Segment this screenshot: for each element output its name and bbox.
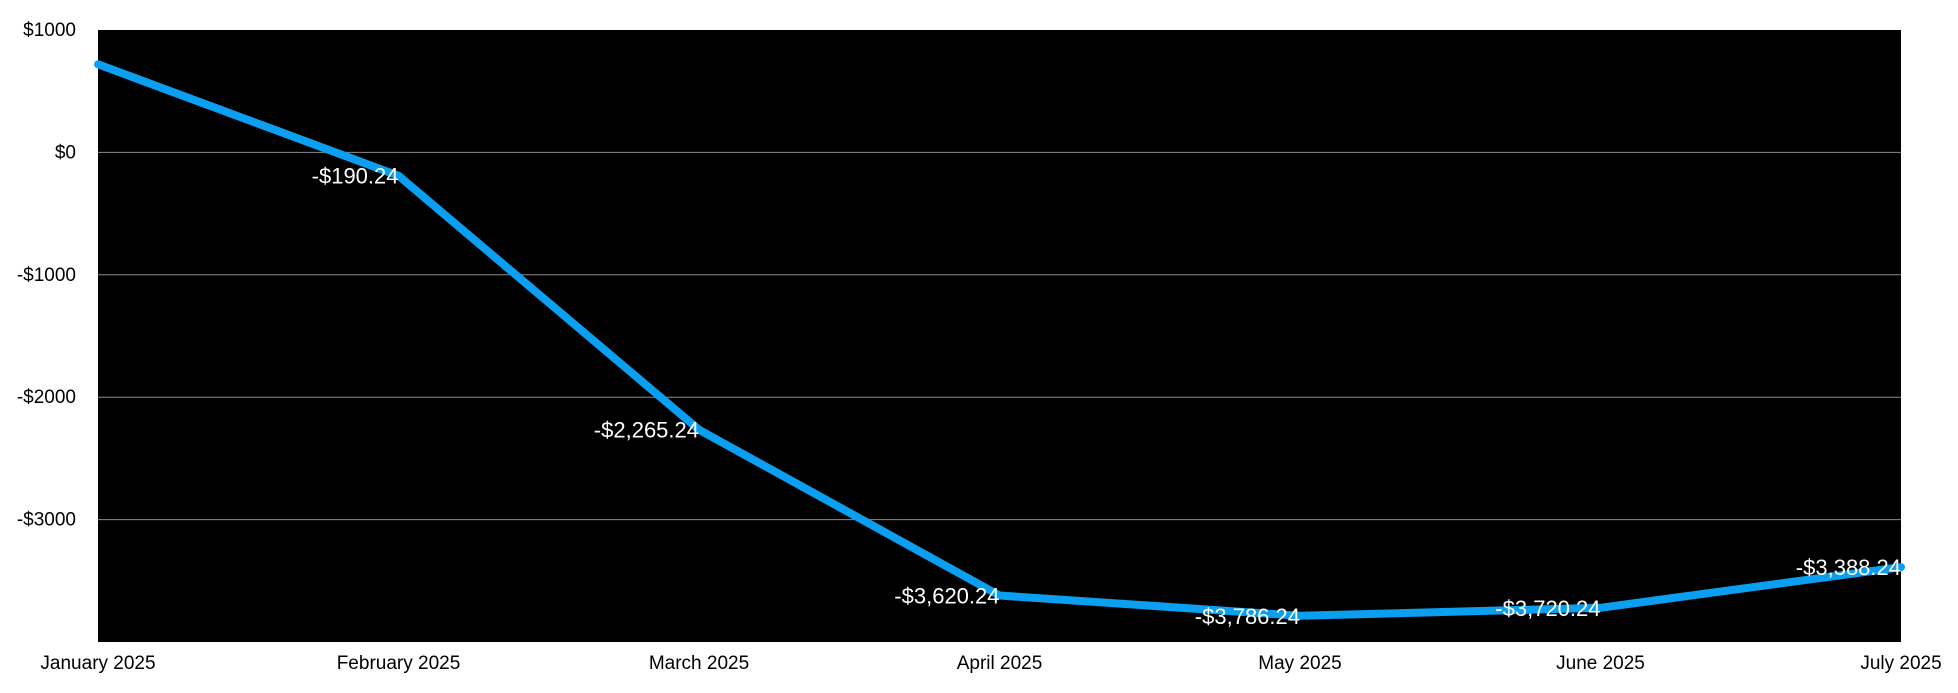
x-tick-label: June 2025 xyxy=(1556,653,1645,674)
data-label: -$2,265.24 xyxy=(594,418,699,443)
x-tick-label: January 2025 xyxy=(40,653,155,674)
data-point xyxy=(1898,564,1904,571)
data-point xyxy=(395,172,402,179)
x-tick-label: July 2025 xyxy=(1860,653,1941,674)
data-label: -$3,388.24 xyxy=(1796,555,1901,580)
data-point xyxy=(1297,612,1303,619)
data-label: -$3,786.24 xyxy=(1195,604,1300,629)
x-tick-label: February 2025 xyxy=(337,653,461,674)
plot-area xyxy=(98,30,1901,642)
data-label: -$3,720.24 xyxy=(1495,596,1600,621)
x-tick-label: May 2025 xyxy=(1258,653,1341,674)
x-tick-label: March 2025 xyxy=(649,653,749,674)
data-point xyxy=(1597,604,1604,611)
y-tick-label: $1000 xyxy=(23,20,76,41)
y-tick-label: $0 xyxy=(55,142,76,163)
y-tick-label: -$3000 xyxy=(17,510,76,531)
data-label: -$190.24 xyxy=(312,164,399,189)
data-point xyxy=(996,592,1003,599)
y-tick-label: -$2000 xyxy=(17,387,76,408)
data-point xyxy=(95,61,101,68)
x-tick-label: April 2025 xyxy=(957,653,1043,674)
data-label: -$3,620.24 xyxy=(894,584,999,609)
y-tick-label: -$1000 xyxy=(17,265,76,286)
data-point xyxy=(696,426,702,433)
